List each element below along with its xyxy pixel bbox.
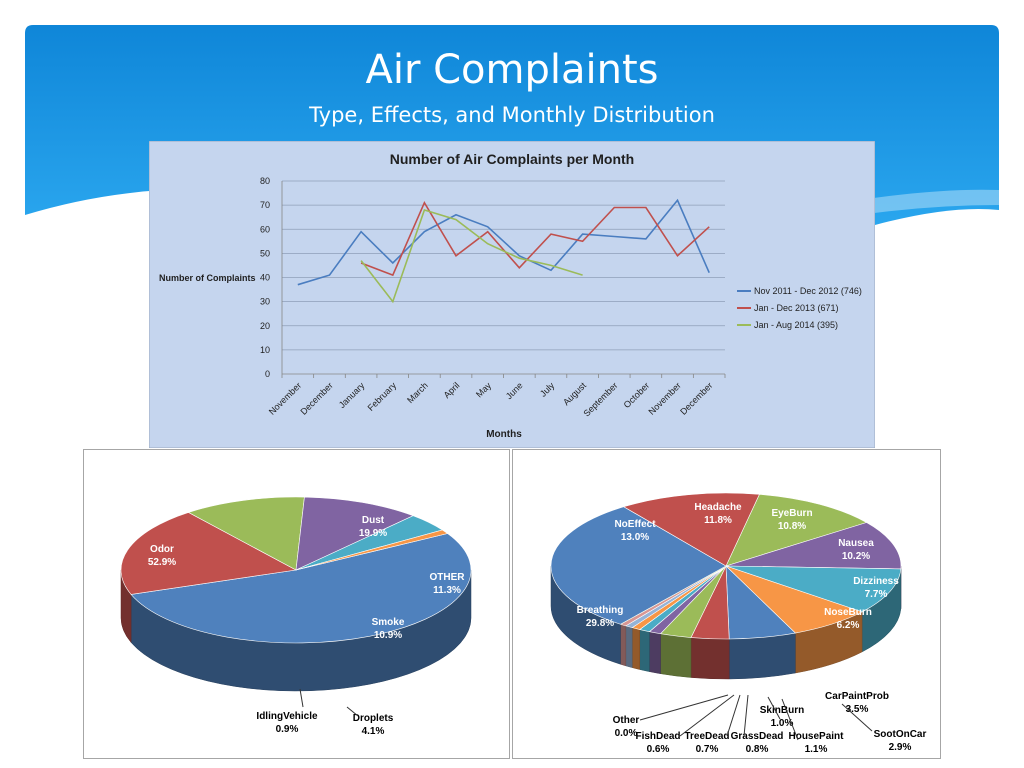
slice-label-eyeburn: EyeBurn bbox=[771, 508, 812, 519]
slice-pct-housepaint: 1.1% bbox=[805, 744, 828, 755]
x-axis-label: Months bbox=[486, 429, 522, 440]
slice-label-dust: Dust bbox=[362, 515, 385, 526]
legend-label-1: Nov 2011 - Dec 2012 (746) bbox=[754, 286, 862, 296]
slice-label-housepaint: HousePaint bbox=[788, 731, 844, 742]
pie-slice-dust bbox=[120, 512, 297, 595]
slice-label-treedead: TreeDead bbox=[684, 731, 729, 742]
slice-pct-treedead: 0.7% bbox=[696, 744, 719, 755]
legend-label-3: Jan - Aug 2014 (395) bbox=[754, 320, 838, 330]
slice-pct-dizziness: 7.7% bbox=[865, 589, 888, 600]
leader-line-6 bbox=[679, 694, 735, 737]
slice-pct-carpaintprob: 3.5% bbox=[846, 704, 869, 715]
slice-pct-sootoncar: 2.9% bbox=[889, 742, 912, 753]
slice-label-sootoncar: SootOnCar bbox=[874, 729, 927, 740]
slice-label-grassdead: GrassDead bbox=[731, 731, 784, 742]
leader-line-7 bbox=[639, 694, 729, 721]
slice-pct-noeffect: 13.0% bbox=[621, 532, 649, 543]
droplets-leader-line bbox=[346, 706, 359, 717]
y-tick-label: 10 bbox=[260, 345, 270, 355]
complaint-type-pie-chart: Odor 52.9% Dust 19.9% OTHER 11.3% Smoke 10.9% Dr… bbox=[83, 449, 510, 759]
slice-pct-headache: 11.8% bbox=[704, 515, 732, 526]
line-chart-title: Number of Air Complaints per Month bbox=[390, 151, 634, 167]
leader-line-5 bbox=[726, 694, 741, 737]
pie-slice-smoke bbox=[295, 496, 414, 571]
slide-title: Air Complaints bbox=[365, 47, 659, 93]
slice-label-other: OTHER bbox=[430, 572, 466, 583]
y-tick-label: 70 bbox=[260, 200, 270, 210]
slice-pct-noseburn: 6.2% bbox=[837, 620, 860, 631]
pie-slice-side-carpaintprob bbox=[690, 637, 730, 680]
pie-slice-side-fishdead bbox=[620, 623, 627, 667]
y-tick-label: 30 bbox=[260, 297, 270, 307]
line-chart: Number of Air Complaints per Month Numbe… bbox=[149, 141, 875, 448]
slice-pct-breathing: 29.8% bbox=[586, 618, 614, 629]
leader-line-1 bbox=[841, 703, 873, 732]
y-tick-label: 50 bbox=[260, 248, 270, 258]
slice-label-dizziness: Dizziness bbox=[853, 576, 899, 587]
y-tick-label: 80 bbox=[260, 176, 270, 186]
slice-pct-dust: 19.9% bbox=[359, 528, 387, 539]
complaint-effects-pie-chart: Headache 11.8% EyeBurn 10.8% Nausea 10.2% Dizz… bbox=[512, 449, 941, 759]
leader-line-3 bbox=[767, 696, 781, 720]
slice-pct-other: 11.3% bbox=[433, 585, 461, 596]
pie-slice-side-noseburn bbox=[728, 632, 796, 680]
slice-label-breathing: Breathing bbox=[577, 605, 624, 616]
pie-slice-side-treedead bbox=[625, 625, 633, 668]
slice-label-idlingvehicle: IdlingVehicle bbox=[256, 711, 318, 722]
slice-label-odor: Odor bbox=[150, 544, 174, 555]
pie-slice-nausea bbox=[725, 565, 902, 613]
slice-label-nausea: Nausea bbox=[838, 538, 874, 549]
slice-label-other: Other bbox=[613, 715, 640, 726]
idlingvehicle-leader-line bbox=[299, 688, 304, 708]
slice-pct-eyeburn: 10.8% bbox=[778, 521, 806, 532]
pie-slice-side-skinburn bbox=[639, 629, 650, 672]
slice-label-skinburn: SkinBurn bbox=[760, 705, 804, 716]
series-line-1 bbox=[297, 198, 710, 286]
pie-slice-side-grassdead bbox=[631, 627, 641, 670]
slice-pct-smoke: 10.9% bbox=[374, 630, 402, 641]
slice-pct-idlingvehicle: 0.9% bbox=[276, 724, 299, 735]
slice-pct-nausea: 10.2% bbox=[842, 551, 870, 562]
pie-slice-headache bbox=[725, 494, 868, 567]
slice-pct-skinburn: 1.0% bbox=[771, 718, 794, 729]
y-tick-label: 40 bbox=[260, 273, 270, 283]
slide-subtitle: Type, Effects, and Monthly Distribution bbox=[309, 103, 715, 127]
pie-slice-side-sootoncar bbox=[660, 633, 692, 678]
pie-slice-side-housepaint bbox=[649, 631, 661, 674]
slice-label-smoke: Smoke bbox=[372, 617, 405, 628]
y-tick-label: 60 bbox=[260, 224, 270, 234]
pie-slice-idlingvehicle bbox=[295, 529, 449, 571]
y-tick-label: 20 bbox=[260, 321, 270, 331]
slice-label-fishdead: FishDead bbox=[635, 731, 680, 742]
leader-line-2 bbox=[781, 698, 799, 741]
series-line-3 bbox=[360, 209, 583, 304]
slice-pct-other: 0.0% bbox=[615, 728, 638, 739]
pie-slice-odor bbox=[130, 533, 472, 644]
legend-label-2: Jan - Dec 2013 (671) bbox=[754, 303, 839, 313]
slice-pct-odor: 52.9% bbox=[148, 557, 176, 568]
slice-label-carpaintprob: CarPaintProb bbox=[825, 691, 889, 702]
pie-slice-breathing bbox=[550, 506, 727, 625]
y-axis-label: Number of Complaints bbox=[159, 273, 256, 283]
y-tick-label: 0 bbox=[265, 369, 270, 379]
slice-label-droplets: Droplets bbox=[353, 713, 394, 724]
slice-pct-fishdead: 0.6% bbox=[647, 744, 670, 755]
pie-slice-eyeburn bbox=[725, 522, 902, 570]
slice-label-headache: Headache bbox=[694, 502, 742, 513]
leader-line-4 bbox=[743, 694, 749, 737]
slice-pct-grassdead: 0.8% bbox=[746, 744, 769, 755]
series-line-2 bbox=[360, 200, 710, 277]
slice-pct-droplets: 4.1% bbox=[362, 726, 385, 737]
slice-label-noseburn: NoseBurn bbox=[824, 607, 872, 618]
slice-label-noeffect: NoEffect bbox=[614, 519, 656, 530]
pie-slice-other bbox=[187, 496, 305, 571]
pie-slice-noeffect bbox=[622, 492, 760, 567]
